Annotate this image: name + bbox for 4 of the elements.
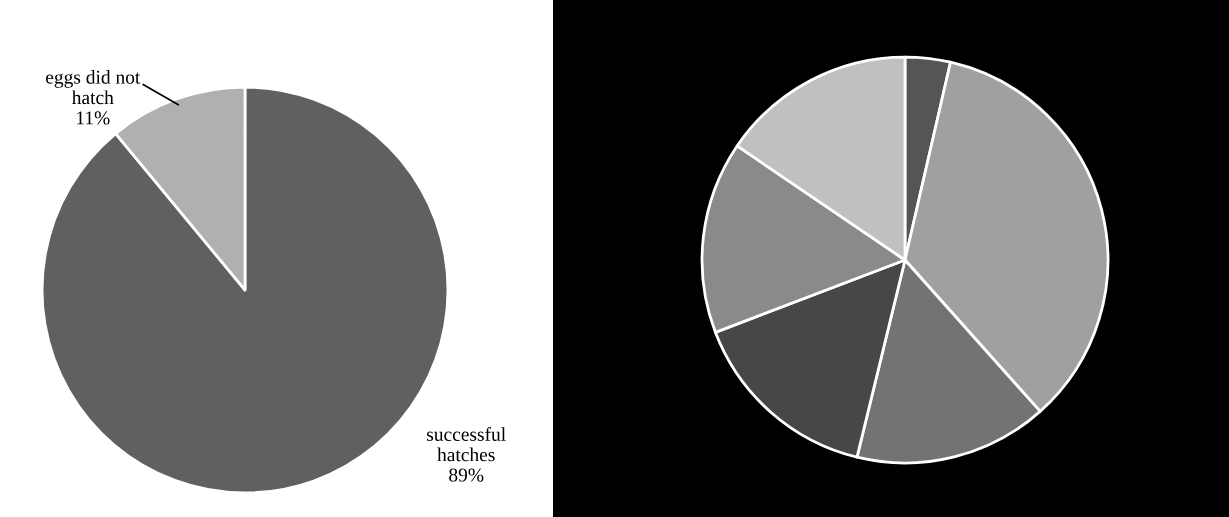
slice-label: successful hatches xyxy=(427,427,506,462)
data-label: 11% xyxy=(77,111,110,125)
data-label: 89% xyxy=(449,468,484,482)
slice-label: eggs did not hatch xyxy=(46,70,141,105)
